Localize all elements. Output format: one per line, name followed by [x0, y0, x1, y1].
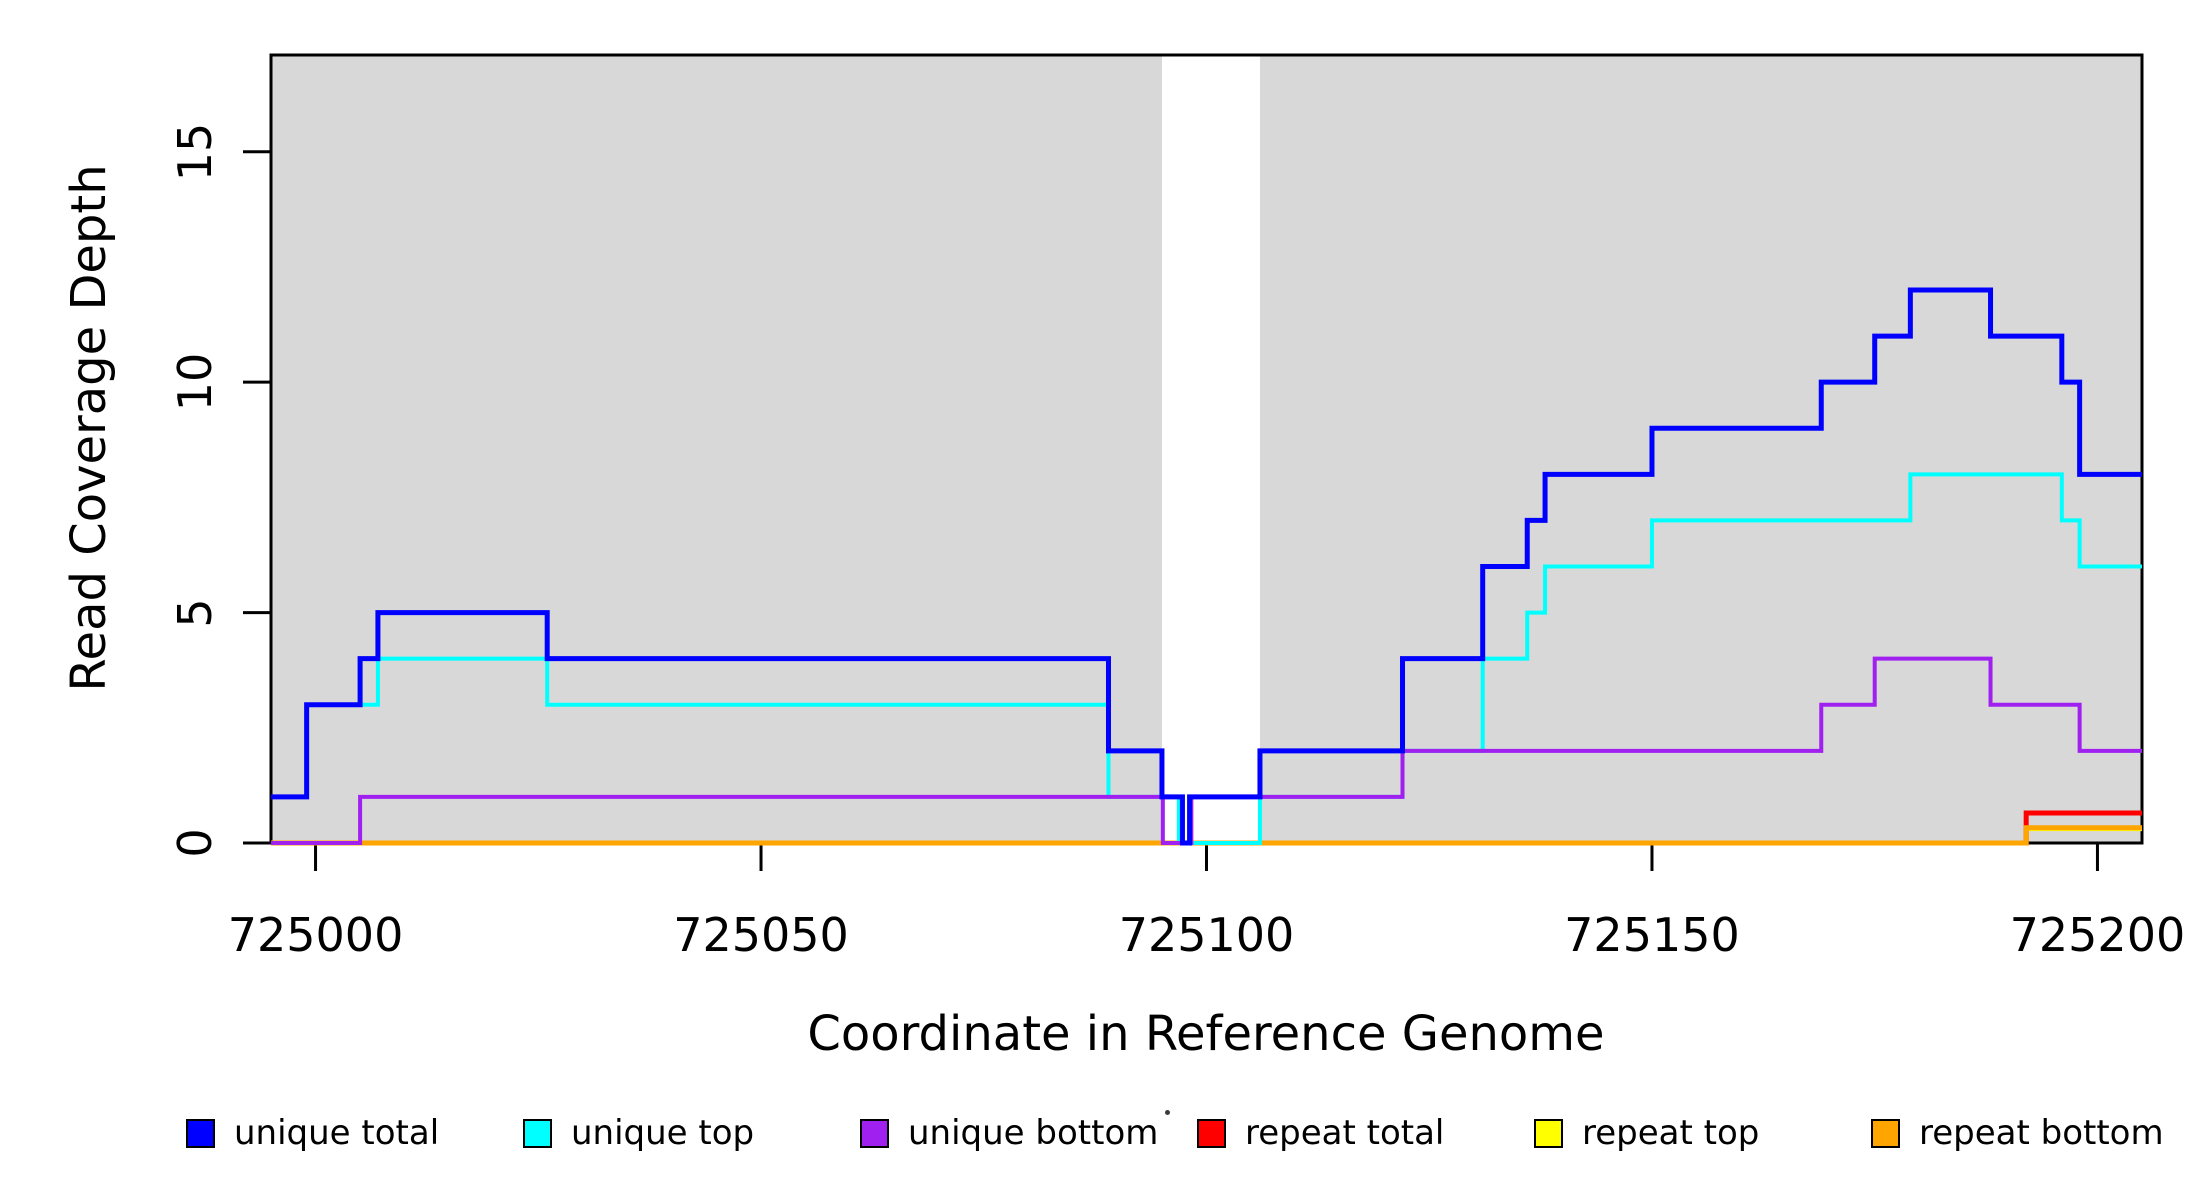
shaded-region-1	[1259, 55, 2142, 843]
series-repeat-bottom	[271, 825, 2142, 846]
legend-label: repeat total	[1245, 1113, 1445, 1153]
legend-item-unique-total: unique total	[186, 1113, 439, 1153]
x-tick-label-725100: 725100	[1118, 908, 1295, 962]
legend-label: unique bottom	[908, 1113, 1159, 1153]
legend-item-repeat-bottom: repeat bottom	[1871, 1113, 2164, 1153]
legend-swatch-repeat-total	[1197, 1118, 1226, 1148]
artifact-dot	[1165, 1110, 1170, 1115]
x-tick-label-725000: 725000	[227, 908, 404, 962]
legend-label: repeat top	[1582, 1113, 1760, 1153]
y-tick-label-15: 15	[168, 122, 222, 182]
x-axis-title: Coordinate in Reference Genome	[807, 1006, 1605, 1062]
legend-swatch-unique-total	[186, 1118, 215, 1148]
x-tick-label-725050: 725050	[673, 908, 849, 962]
y-tick-label-10: 10	[168, 352, 222, 412]
legend-swatch-repeat-bottom	[1871, 1118, 1900, 1148]
legend-item-unique-top: unique top	[523, 1113, 754, 1153]
series-unique-total	[271, 287, 2142, 846]
y-tick-label-5: 5	[168, 597, 222, 628]
y-axis-title: Read Coverage Depth	[61, 164, 117, 692]
legend-swatch-unique-top	[523, 1118, 552, 1148]
legend-item-unique-bottom: unique bottom	[860, 1113, 1158, 1153]
series-unique-bottom	[271, 656, 2142, 845]
legend-label: repeat bottom	[1919, 1113, 2164, 1153]
shaded-region-0	[271, 55, 1162, 843]
x-tick-label-725150: 725150	[1564, 908, 1740, 962]
legend-label: unique total	[234, 1113, 440, 1153]
legend-swatch-repeat-top	[1534, 1118, 1563, 1148]
legend-label: unique top	[571, 1113, 755, 1153]
legend-item-repeat-top: repeat top	[1534, 1113, 1759, 1153]
x-tick-label-725200: 725200	[2009, 908, 2186, 962]
legend-item-repeat-total: repeat total	[1197, 1113, 1444, 1153]
y-tick-label-0: 0	[168, 828, 222, 858]
legend-swatch-unique-bottom	[860, 1118, 889, 1148]
